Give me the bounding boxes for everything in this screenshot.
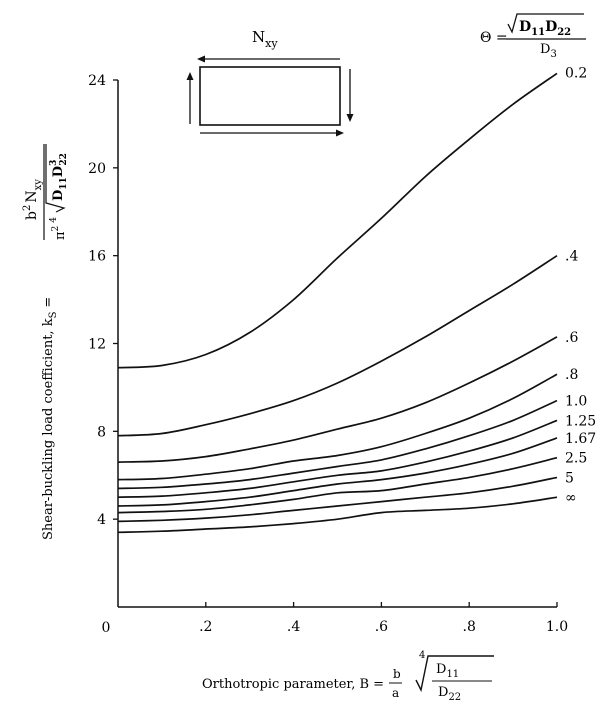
origin-label: 0	[102, 620, 111, 636]
y-tick-label: 12	[88, 337, 106, 353]
inset-arrowhead-top	[197, 55, 205, 63]
y-tick-label: 8	[97, 424, 106, 440]
x-axis-label-root-index: 4	[419, 650, 425, 661]
curve-label: .4	[565, 249, 578, 265]
curve-label: ∞	[565, 490, 577, 506]
series-curve	[117, 437, 558, 507]
x-tick-label: .6	[375, 619, 388, 635]
series-curve	[117, 456, 558, 514]
curve-labels: 0.2 .4 .6 .8 1.0 1.25 1.67 2.5 5 ∞	[565, 65, 596, 506]
curve-label: 0.2	[565, 65, 587, 81]
x-axis-label-root-den: D22	[438, 685, 461, 703]
x-axis-label-text: Orthotropic parameter, B =	[202, 677, 384, 692]
x-axis-label: Orthotropic parameter, B = b a 4 D11 D22	[202, 650, 494, 703]
y-axis-label-numerator: b2Nxy	[22, 179, 44, 220]
y-axis-label-radical	[45, 144, 66, 213]
x-tick-label: .2	[199, 619, 212, 635]
series-curve	[117, 72, 558, 369]
theta-numerator: D11D22	[519, 19, 571, 38]
y-axis-label-root: D11D322	[49, 153, 69, 201]
y-axis-label: Shear-buckling load coefficient, kS= b2N…	[22, 144, 69, 540]
series-curve	[117, 399, 558, 490]
x-axis-label-radical	[415, 655, 494, 693]
curve-label: 1.0	[565, 394, 587, 410]
curve-label: 1.67	[565, 431, 596, 447]
x-tick-label: .4	[287, 619, 300, 635]
inset-label: Nxy	[252, 28, 278, 50]
curve-label: 5	[565, 470, 574, 486]
series-curve	[117, 419, 558, 499]
curve-label: 2.5	[565, 451, 587, 467]
axes	[117, 80, 557, 608]
x-tick-label: .8	[463, 619, 476, 635]
series-curve	[117, 254, 558, 437]
x-axis-label-frac-num: b	[393, 667, 401, 681]
series-curve	[117, 373, 558, 481]
theta-denominator: D3	[540, 42, 557, 60]
curve-label: 1.25	[565, 413, 596, 429]
series-curves	[117, 72, 558, 534]
inset-plate-diagram: Nxy	[186, 28, 354, 137]
inset-arrowhead-left	[186, 72, 194, 80]
series-curve	[117, 476, 558, 523]
series-curve	[117, 336, 558, 463]
y-tick-label: 4	[97, 512, 106, 528]
curve-label: .8	[565, 367, 578, 383]
inset-arrowhead-right	[346, 114, 354, 122]
x-ticks: .2 .4 .6 .8 1.0	[199, 602, 568, 635]
series-curve	[117, 496, 558, 534]
y-tick-label: 24	[88, 73, 106, 89]
y-axis-label-denominator: π24	[49, 217, 68, 240]
theta-symbol: Θ =	[480, 30, 508, 46]
theta-legend: Θ = D11D22 D3	[480, 13, 586, 60]
y-axis-label-text: Shear-buckling load coefficient, kS=	[41, 297, 59, 540]
y-ticks: 4 8 12 16 20 24	[88, 73, 118, 528]
x-axis-label-frac-den: a	[392, 686, 399, 700]
y-tick-label: 16	[88, 249, 106, 265]
inset-arrowhead-bottom	[336, 129, 344, 137]
inset-plate	[199, 66, 341, 126]
curve-label: .6	[565, 330, 578, 346]
x-axis-label-root-num: D11	[436, 662, 459, 680]
y-tick-label: 20	[88, 161, 106, 177]
x-tick-label: 1.0	[546, 619, 568, 635]
theta-radical	[507, 13, 584, 34]
